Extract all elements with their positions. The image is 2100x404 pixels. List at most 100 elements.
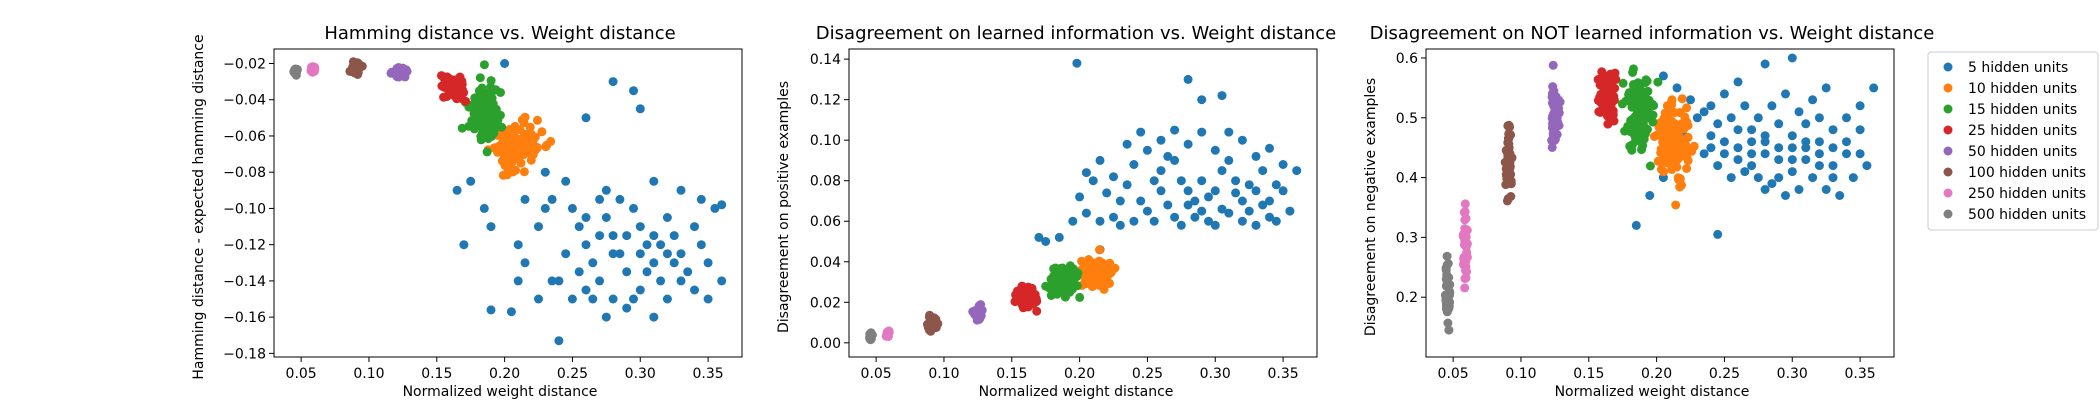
- point-5-hidden-units: [1801, 143, 1811, 153]
- point-5-hidden-units: [1149, 176, 1159, 186]
- point-5-hidden-units: [520, 194, 530, 204]
- point-5-hidden-units: [635, 285, 645, 295]
- point-5-hidden-units: [1217, 166, 1227, 176]
- point-5-hidden-units: [676, 276, 686, 286]
- y-tick-label-not-learned: 0.5: [1396, 111, 1418, 127]
- point-5-hidden-units: [717, 200, 727, 210]
- point-50-hidden-units: [1552, 112, 1562, 122]
- point-5-hidden-units: [1740, 167, 1750, 177]
- point-5-hidden-units: [1733, 155, 1743, 165]
- point-5-hidden-units: [1753, 173, 1763, 183]
- point-5-hidden-units: [635, 249, 645, 259]
- x-tick-label-hamming: 0.20: [489, 366, 520, 382]
- point-15-hidden-units: [477, 129, 487, 139]
- point-5-hidden-units: [649, 176, 659, 186]
- point-15-hidden-units: [482, 147, 492, 157]
- point-25-hidden-units: [1023, 282, 1033, 292]
- point-5-hidden-units: [1801, 119, 1811, 129]
- x-tick-label-hamming: 0.10: [353, 366, 384, 382]
- point-25-hidden-units: [449, 81, 459, 91]
- legend-marker-25-hidden-units: [1943, 125, 1953, 135]
- point-5-hidden-units: [1258, 200, 1268, 210]
- point-5-hidden-units: [1278, 186, 1288, 196]
- point-5-hidden-units: [1204, 192, 1213, 202]
- point-5-hidden-units: [622, 231, 632, 241]
- point-5-hidden-units: [690, 285, 699, 295]
- point-5-hidden-units: [1292, 166, 1302, 176]
- point-5-hidden-units: [1719, 149, 1729, 159]
- point-5-hidden-units: [1034, 232, 1044, 242]
- point-5-hidden-units: [1244, 206, 1254, 216]
- point-5-hidden-units: [690, 222, 699, 232]
- point-5-hidden-units: [669, 258, 679, 268]
- point-5-hidden-units: [1855, 125, 1865, 135]
- point-50-hidden-units: [386, 68, 396, 78]
- chart-title-learned: Disagreement on learned information vs. …: [816, 23, 1336, 44]
- point-5-hidden-units: [1787, 131, 1797, 141]
- point-10-hidden-units: [498, 170, 508, 180]
- point-5-hidden-units: [1183, 200, 1193, 210]
- point-50-hidden-units: [1554, 98, 1564, 108]
- point-15-hidden-units: [492, 122, 501, 132]
- x-tick-label-not-learned: 0.05: [1438, 366, 1469, 382]
- point-5-hidden-units: [1794, 107, 1804, 117]
- point-5-hidden-units: [1774, 155, 1784, 165]
- point-25-hidden-units: [1607, 108, 1616, 118]
- point-5-hidden-units: [683, 267, 693, 277]
- point-5-hidden-units: [1210, 145, 1220, 155]
- point-5-hidden-units: [1855, 149, 1865, 159]
- point-50-hidden-units: [400, 72, 410, 82]
- point-5-hidden-units: [1197, 206, 1207, 216]
- x-axis-label-learned: Normalized weight distance: [979, 384, 1174, 400]
- point-25-hidden-units: [437, 81, 447, 91]
- point-5-hidden-units: [1081, 208, 1091, 218]
- legend-marker-100-hidden-units: [1943, 167, 1953, 177]
- point-25-hidden-units: [1597, 67, 1607, 77]
- point-5-hidden-units: [1747, 125, 1757, 135]
- point-5-hidden-units: [1869, 83, 1879, 93]
- point-5-hidden-units: [1176, 176, 1186, 186]
- y-tick-label-not-learned: 0.2: [1396, 290, 1418, 306]
- point-5-hidden-units: [635, 222, 645, 232]
- point-5-hidden-units: [595, 231, 605, 241]
- point-250-hidden-units: [1460, 274, 1470, 284]
- point-5-hidden-units: [649, 312, 659, 322]
- y-tick-label-hamming: −0.08: [223, 165, 266, 181]
- point-5-hidden-units: [1726, 173, 1736, 183]
- point-5-hidden-units: [1054, 232, 1064, 242]
- point-5-hidden-units: [1156, 135, 1166, 145]
- point-15-hidden-units: [464, 121, 474, 131]
- point-5-hidden-units: [1713, 229, 1723, 239]
- point-5-hidden-units: [466, 176, 476, 186]
- point-5-hidden-units: [1781, 191, 1790, 200]
- point-5-hidden-units: [554, 276, 564, 286]
- legend-label-500-hidden-units: 500 hidden units: [1968, 207, 2086, 223]
- point-5-hidden-units: [1740, 101, 1750, 111]
- point-5-hidden-units: [567, 294, 577, 304]
- plot-frame-hamming: [273, 48, 743, 358]
- point-5-hidden-units: [1183, 186, 1193, 196]
- point-5-hidden-units: [506, 307, 516, 317]
- point-15-hidden-units: [1618, 78, 1628, 88]
- point-15-hidden-units: [1637, 145, 1646, 155]
- point-5-hidden-units: [486, 222, 496, 232]
- point-5-hidden-units: [1170, 125, 1180, 135]
- point-5-hidden-units: [1041, 237, 1051, 246]
- point-15-hidden-units: [1638, 132, 1648, 142]
- point-5-hidden-units: [540, 203, 550, 213]
- point-5-hidden-units: [1217, 204, 1227, 214]
- point-5-hidden-units: [1801, 155, 1811, 165]
- point-5-hidden-units: [1672, 83, 1682, 93]
- point-10-hidden-units: [504, 125, 514, 134]
- point-5-hidden-units: [1170, 155, 1180, 165]
- point-5-hidden-units: [1706, 131, 1716, 141]
- x-tick-label-learned: 0.25: [1132, 366, 1163, 382]
- point-5-hidden-units: [608, 249, 618, 259]
- point-5-hidden-units: [479, 203, 489, 213]
- point-25-hidden-units: [437, 71, 446, 81]
- x-tick-label-learned: 0.30: [1200, 366, 1231, 382]
- point-10-hidden-units: [1660, 108, 1670, 118]
- point-5-hidden-units: [1115, 196, 1125, 206]
- legend-label-100-hidden-units: 100 hidden units: [1968, 165, 2086, 181]
- point-10-hidden-units: [1682, 103, 1692, 113]
